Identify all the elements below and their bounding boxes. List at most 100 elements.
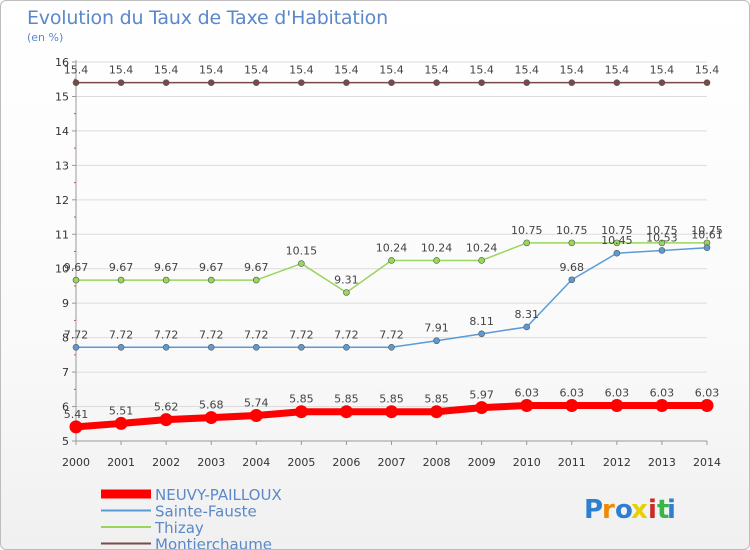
- y-tick-label: 9: [62, 297, 69, 310]
- data-point: [388, 257, 395, 264]
- data-point: [655, 399, 669, 413]
- data-point: [249, 409, 263, 423]
- data-point: [523, 239, 531, 247]
- data-point: [658, 239, 666, 247]
- data-label: 9.31: [334, 274, 359, 287]
- data-point: [162, 343, 170, 351]
- data-point: [204, 411, 218, 425]
- data-point: [72, 79, 80, 86]
- data-label: 5.74: [244, 397, 269, 410]
- y-tick-label: 11: [55, 228, 69, 241]
- x-tick-label: 2009: [468, 456, 496, 469]
- logo-letter: i: [667, 495, 676, 525]
- data-label: 15.4: [695, 64, 720, 77]
- data-point: [613, 79, 621, 86]
- chart-title: Evolution du Taux de Taxe d'Habitation: [27, 7, 388, 29]
- x-tick-label: 2007: [378, 456, 406, 469]
- data-point: [117, 276, 125, 284]
- data-label: 5.68: [199, 399, 224, 412]
- data-label: 15.4: [605, 64, 630, 77]
- data-labels: 5.41 5.51 5.62 5.68 5.74 5.85 5.85 5.85 5.85 5.97…: [64, 64, 723, 421]
- data-label: 15.4: [64, 64, 89, 77]
- data-label: 15.4: [560, 64, 585, 77]
- legend-label: Montierchaume: [155, 536, 272, 550]
- data-label: 15.4: [514, 64, 539, 77]
- data-point: [117, 79, 125, 86]
- legend-label: Sainte-Fauste: [155, 503, 257, 521]
- data-point: [658, 79, 666, 86]
- data-point: [568, 79, 576, 86]
- data-label: 10.24: [466, 241, 498, 254]
- data-label: 7.72: [379, 328, 404, 341]
- data-point: [523, 323, 531, 331]
- data-label: 15.4: [154, 64, 179, 77]
- data-point: [430, 405, 444, 419]
- data-point: [703, 79, 711, 86]
- y-tick-label: 16: [55, 56, 69, 69]
- data-label: 6.03: [605, 387, 630, 400]
- data-point: [114, 416, 128, 430]
- data-point: [613, 249, 621, 257]
- data-point: [565, 399, 579, 413]
- x-tick-label: 2003: [197, 456, 225, 469]
- y-tick-label: 7: [62, 366, 69, 379]
- data-point: [252, 276, 260, 284]
- data-label: 6.03: [695, 387, 720, 400]
- data-point: [207, 79, 215, 86]
- axes: 5 6 7 8 9 10 11 12 13 14 15 16 2000 2001 2002 2003 2004 2…: [55, 56, 721, 469]
- y-tick-label: 5: [62, 435, 69, 448]
- data-label: 10.61: [691, 229, 723, 242]
- data-label: 6.03: [650, 387, 675, 400]
- data-label: 5.85: [289, 393, 314, 406]
- data-label: 7.72: [109, 328, 134, 341]
- data-label: 7.72: [244, 328, 269, 341]
- data-label: 10.24: [421, 241, 453, 254]
- data-point: [252, 79, 260, 86]
- data-point: [523, 79, 531, 86]
- data-point: [433, 79, 440, 86]
- x-tick-label: 2008: [423, 456, 451, 469]
- data-point: [478, 330, 485, 338]
- data-label: 7.72: [289, 328, 314, 341]
- data-label: 5.41: [64, 408, 89, 421]
- data-point: [294, 405, 308, 419]
- data-point: [568, 239, 576, 247]
- data-label: 9.67: [199, 261, 224, 274]
- legend-label: Thizay: [154, 519, 204, 537]
- data-label: 10.75: [511, 224, 543, 237]
- data-point: [117, 343, 125, 351]
- logo-letter: i: [648, 495, 657, 525]
- data-point: [343, 289, 350, 296]
- data-point: [298, 343, 305, 351]
- logo-letter: o: [615, 495, 633, 525]
- x-tick-label: 2001: [107, 456, 135, 469]
- data-label: 15.4: [379, 64, 404, 77]
- data-point: [72, 343, 80, 351]
- legend-label: NEUVY-PAILLOUX: [155, 486, 282, 504]
- data-point: [162, 79, 170, 86]
- logo-letter: P: [584, 495, 603, 525]
- data-point: [339, 405, 353, 419]
- x-tick-label: 2005: [287, 456, 315, 469]
- data-point: [69, 420, 83, 434]
- x-tick-label: 2013: [648, 456, 676, 469]
- data-point: [388, 343, 395, 351]
- x-tick-label: 2004: [242, 456, 270, 469]
- x-tick-label: 2012: [603, 456, 631, 469]
- data-point: [72, 276, 80, 284]
- data-label: 15.4: [424, 64, 449, 77]
- data-point: [252, 343, 260, 351]
- series-group: [69, 79, 714, 434]
- data-label: 7.72: [154, 328, 179, 341]
- data-label: 15.4: [469, 64, 494, 77]
- data-label: 10.15: [286, 245, 318, 258]
- data-label: 7.91: [424, 322, 449, 335]
- data-point: [433, 337, 440, 345]
- data-label: 5.51: [109, 404, 134, 417]
- data-point: [475, 401, 489, 415]
- data-label: 10.45: [601, 234, 633, 247]
- x-tick-label: 2010: [513, 456, 541, 469]
- data-point: [700, 399, 714, 413]
- data-point: [658, 247, 666, 254]
